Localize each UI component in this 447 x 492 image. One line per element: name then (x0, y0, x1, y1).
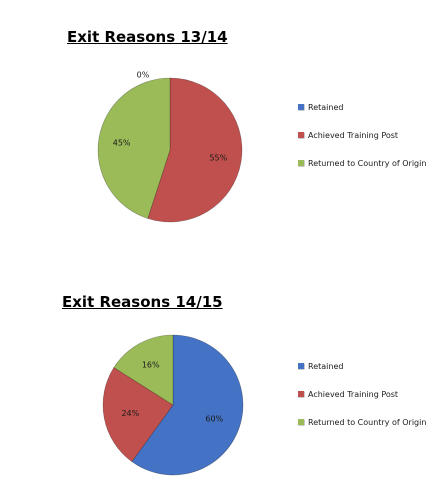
legend-swatch-retained (298, 104, 304, 110)
pie-chart: 60% 24% 16% (102, 334, 244, 476)
slice-achieved-training-post (102, 367, 174, 463)
legend-label: Returned to Country of Origin (308, 418, 427, 427)
chart-title: Exit Reasons 14/15 (62, 293, 223, 311)
slice-returned-to-country-of-origin (97, 77, 171, 219)
slice-returned-to-country-of-origin-label: 16% (142, 361, 160, 370)
slice-achieved-training-post (147, 77, 243, 223)
legend-item-returned-to-country-of-origin: Returned to Country of Origin (298, 158, 433, 170)
slice-achieved-training-post-label: 24% (121, 409, 139, 418)
legend-label: Achieved Training Post (308, 390, 399, 399)
slice-retained (131, 334, 244, 476)
legend-item-retained: Retained (298, 361, 433, 373)
legend-item-achieved-training-post: Achieved Training Post (298, 130, 433, 142)
chart-exit-reasons-13-14: Exit Reasons 13/14 0% 55% 45% Retained Ach… (67, 28, 433, 223)
legend-swatch-achieved-training-post (298, 391, 304, 397)
legend-swatch-returned-to-country-of-origin (298, 160, 304, 166)
legend: Retained Achieved Training Post Returned… (298, 361, 433, 429)
legend-label: Achieved Training Post (308, 131, 399, 140)
pie-chart: 0% 55% 45% (97, 70, 243, 223)
legend-item-retained: Retained (298, 102, 433, 114)
slice-achieved-training-post-label: 55% (209, 154, 227, 163)
legend-label: Returned to Country of Origin (308, 159, 427, 168)
chart-title: Exit Reasons 13/14 (67, 28, 228, 46)
slice-retained-label: 60% (205, 414, 223, 423)
slice-retained-label: 0% (137, 70, 150, 79)
legend-item-returned-to-country-of-origin: Returned to Country of Origin (298, 417, 433, 429)
legend-swatch-returned-to-country-of-origin (298, 419, 304, 425)
legend-swatch-retained (298, 363, 304, 369)
legend: Retained Achieved Training Post Returned… (298, 102, 433, 170)
slice-returned-to-country-of-origin (113, 334, 174, 406)
slice-returned-to-country-of-origin-label: 45% (113, 138, 131, 147)
legend-item-achieved-training-post: Achieved Training Post (298, 389, 433, 401)
chart-exit-reasons-14-15: Exit Reasons 14/15 60% 24% 16% Retained Ac… (0, 250, 447, 492)
legend-swatch-achieved-training-post (298, 132, 304, 138)
legend-label: Retained (308, 103, 344, 112)
legend-label: Retained (308, 362, 344, 371)
